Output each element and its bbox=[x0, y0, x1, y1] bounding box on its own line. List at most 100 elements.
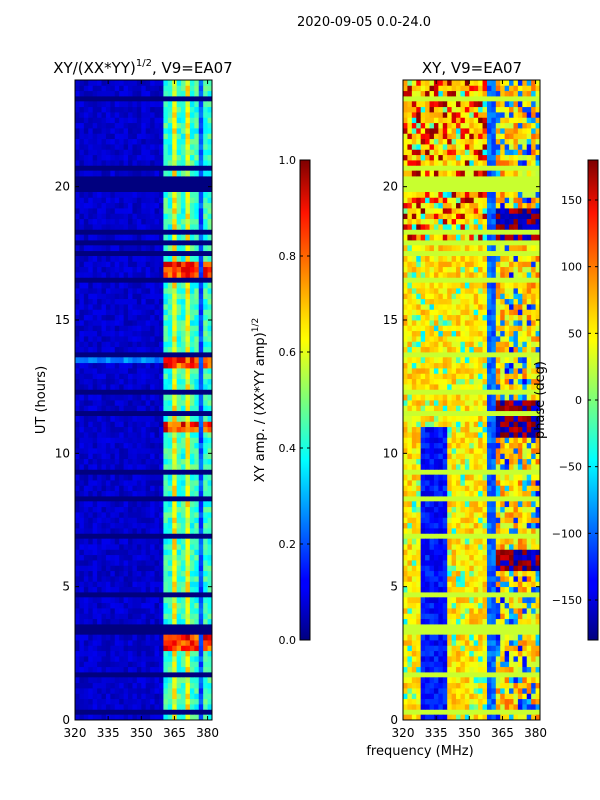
amplitude-cell bbox=[141, 106, 147, 113]
amplitude-cell bbox=[92, 245, 98, 252]
amplitude-cell bbox=[136, 133, 142, 140]
amplitude-cell bbox=[141, 117, 147, 124]
amplitude-cell bbox=[83, 608, 89, 614]
phase-cell bbox=[429, 581, 435, 588]
phase-cell bbox=[438, 576, 444, 582]
amplitude-cell bbox=[110, 661, 116, 668]
amplitude-cell bbox=[203, 549, 208, 556]
amplitude-cell bbox=[176, 405, 182, 412]
amplitude-cell bbox=[119, 714, 125, 720]
amplitude-cell bbox=[75, 400, 80, 406]
amplitude-cell bbox=[75, 320, 80, 326]
phase-cell bbox=[522, 437, 528, 444]
amplitude-cell bbox=[97, 560, 102, 566]
amplitude-cell bbox=[75, 512, 80, 518]
amplitude-cell bbox=[132, 320, 138, 326]
phase-cell bbox=[447, 677, 453, 684]
amplitude-cell bbox=[75, 341, 80, 348]
amplitude-cell bbox=[141, 394, 147, 401]
amplitude-cell bbox=[119, 330, 125, 337]
phase-cell bbox=[469, 405, 475, 412]
amplitude-cell bbox=[97, 416, 102, 422]
amplitude-cell bbox=[150, 170, 155, 177]
phase-cell bbox=[491, 421, 497, 428]
amplitude-cell bbox=[75, 245, 80, 252]
amplitude-cell bbox=[141, 426, 147, 433]
amplitude-cell bbox=[132, 357, 138, 364]
amplitude-cell bbox=[92, 554, 98, 561]
amplitude-cell bbox=[145, 693, 151, 700]
amplitude-cell bbox=[172, 149, 178, 156]
phase-cell bbox=[433, 666, 439, 673]
amplitude-cell bbox=[176, 640, 182, 646]
amplitude-cell bbox=[163, 234, 169, 241]
phase-cell bbox=[425, 528, 430, 534]
phase-cell bbox=[478, 576, 483, 582]
phase-cell bbox=[464, 506, 470, 513]
phase-cell bbox=[460, 565, 466, 572]
phase-cell bbox=[491, 362, 497, 369]
phase-cell bbox=[509, 565, 514, 572]
amplitude-cell bbox=[207, 576, 212, 582]
amplitude-cell bbox=[83, 506, 89, 513]
phase-cell bbox=[535, 437, 540, 444]
amplitude-cell bbox=[203, 192, 208, 198]
phase-cell bbox=[429, 714, 435, 720]
amplitude-cell bbox=[167, 341, 173, 348]
amplitude-cell bbox=[189, 522, 195, 529]
amplitude-cell bbox=[198, 117, 204, 124]
phase-cell bbox=[456, 394, 461, 401]
amplitude-cell bbox=[75, 437, 80, 444]
phase-cell bbox=[509, 576, 514, 582]
amplitude-cell bbox=[194, 426, 200, 433]
phase-cell bbox=[411, 458, 417, 465]
amplitude-cell bbox=[75, 325, 80, 332]
amplitude-cell bbox=[154, 192, 160, 198]
phase-cell bbox=[451, 448, 457, 454]
amplitude-cell bbox=[114, 357, 120, 364]
phase-cell bbox=[420, 357, 426, 364]
amplitude-cell bbox=[185, 480, 191, 486]
amplitude-cell bbox=[114, 565, 120, 572]
amplitude-cell bbox=[123, 677, 129, 684]
amplitude-cell bbox=[128, 197, 133, 204]
phase-cell bbox=[425, 565, 430, 572]
phase-cell bbox=[491, 613, 497, 620]
phase-cell bbox=[531, 634, 536, 641]
amplitude-cell bbox=[123, 618, 129, 625]
amplitude-cell bbox=[185, 501, 191, 508]
phase-cell bbox=[442, 544, 448, 550]
phase-cell bbox=[491, 704, 497, 710]
phase-cell bbox=[451, 416, 457, 422]
phase-cell bbox=[517, 368, 523, 374]
phase-cell bbox=[407, 512, 413, 518]
amplitude-cell bbox=[97, 528, 102, 534]
amplitude-cell bbox=[97, 682, 102, 689]
phase-cell bbox=[486, 656, 492, 662]
amplitude-cell bbox=[207, 122, 212, 129]
amplitude-cell bbox=[97, 544, 102, 550]
amplitude-cell bbox=[141, 298, 147, 305]
phase-cell bbox=[425, 474, 430, 481]
amplitude-cell bbox=[141, 554, 147, 561]
amplitude-cell bbox=[154, 224, 160, 230]
amplitude-cell bbox=[158, 613, 164, 620]
phase-cell bbox=[526, 362, 532, 369]
phase-cell bbox=[517, 693, 523, 700]
phase-cell bbox=[473, 368, 479, 374]
amplitude-cell bbox=[194, 256, 200, 262]
phase-cell bbox=[486, 394, 492, 401]
amplitude-cell bbox=[181, 682, 186, 689]
phase-cell bbox=[517, 506, 523, 513]
amplitude-cell bbox=[92, 394, 98, 401]
amplitude-cell bbox=[92, 517, 98, 524]
amplitude-cell bbox=[154, 368, 160, 374]
amplitude-cell bbox=[75, 282, 80, 289]
amplitude-cell bbox=[163, 357, 169, 364]
amplitude-cell bbox=[119, 256, 125, 262]
amplitude-cell bbox=[101, 506, 107, 513]
amplitude-cell bbox=[128, 224, 133, 230]
amplitude-cell bbox=[207, 661, 212, 668]
amplitude-cell bbox=[119, 458, 125, 465]
phase-cell bbox=[513, 618, 519, 625]
